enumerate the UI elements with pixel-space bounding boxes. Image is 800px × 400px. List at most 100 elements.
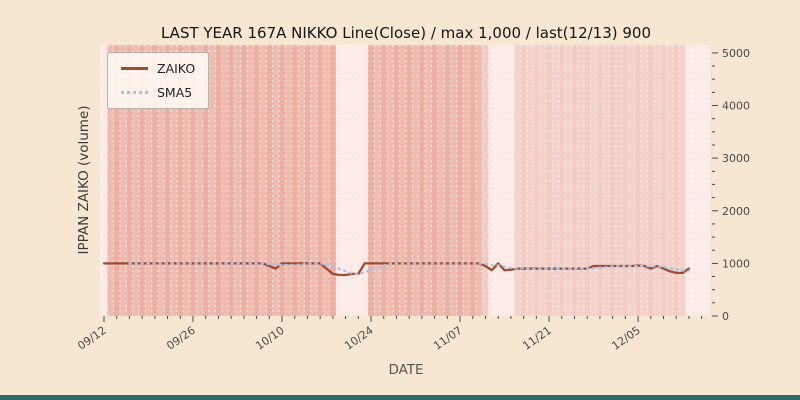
day-stripe	[692, 45, 699, 316]
day-stripe	[240, 45, 248, 316]
day-stripe	[418, 45, 426, 316]
day-stripe	[272, 45, 279, 316]
day-stripe	[285, 45, 292, 316]
day-stripe	[113, 45, 120, 316]
x-tick-label: 11/07	[431, 324, 464, 353]
x-tick-label: 09/12	[75, 324, 108, 353]
day-stripe	[482, 45, 489, 316]
sma5-line	[128, 262, 690, 276]
day-stripe	[431, 45, 438, 316]
day-stripe	[647, 45, 654, 316]
x-tick-label: 11/21	[520, 324, 553, 353]
day-stripe	[310, 45, 317, 316]
day-stripe	[609, 45, 616, 316]
day-stripe	[247, 45, 254, 316]
x-tick-label: 09/26	[164, 324, 197, 353]
day-stripe	[132, 45, 139, 316]
day-stripe	[386, 45, 394, 316]
day-stripe	[126, 45, 133, 316]
day-stripe	[463, 45, 470, 316]
day-stripe	[336, 45, 343, 316]
day-stripe	[361, 45, 368, 316]
y-tick-label: 1000	[722, 257, 750, 270]
day-stripe	[323, 45, 330, 316]
day-stripe	[119, 45, 127, 316]
y-tick-label: 4000	[722, 100, 750, 113]
day-stripe	[545, 45, 553, 316]
y-tick-label: 2000	[722, 205, 750, 218]
day-stripe	[603, 45, 610, 316]
day-stripe	[227, 45, 235, 316]
day-stripe	[374, 45, 381, 316]
day-stripe	[399, 45, 406, 316]
day-stripe	[571, 45, 578, 316]
day-stripe	[164, 45, 171, 316]
day-stripe	[615, 45, 623, 316]
day-stripe	[704, 45, 712, 316]
day-stripe	[628, 45, 635, 316]
day-stripe	[145, 45, 152, 316]
day-stripe	[584, 45, 591, 316]
day-stripe	[138, 45, 146, 316]
day-stripe	[215, 45, 222, 316]
day-stripe	[177, 45, 184, 316]
day-stripe	[259, 45, 267, 316]
day-stripe	[107, 45, 114, 316]
day-stripe	[202, 45, 209, 316]
day-stripe	[444, 45, 451, 316]
day-stripe	[526, 45, 534, 316]
day-stripe	[679, 45, 686, 316]
day-stripe	[189, 45, 197, 316]
day-stripe	[539, 45, 546, 316]
day-stripe	[564, 45, 572, 316]
day-stripe	[196, 45, 203, 316]
bottom-bar	[0, 395, 800, 400]
y-axis-label: IPPAN ZAIKO (volume)	[76, 105, 92, 255]
day-stripe	[558, 45, 565, 316]
day-stripe	[577, 45, 585, 316]
day-stripe	[304, 45, 311, 316]
x-tick-label: 10/24	[342, 324, 375, 353]
day-stripe	[406, 45, 413, 316]
legend: ZAIKO SMA5	[107, 52, 210, 109]
day-stripe	[469, 45, 476, 316]
day-stripe	[393, 45, 400, 316]
day-stripe	[183, 45, 190, 316]
day-stripe	[355, 45, 362, 316]
day-stripe	[698, 45, 705, 316]
legend-entry-sma5: SMA5	[121, 85, 195, 100]
day-stripe	[660, 45, 667, 316]
legend-label-sma5: SMA5	[157, 85, 193, 100]
y-tick-label: 3000	[722, 152, 750, 165]
day-stripe	[297, 45, 305, 316]
y-tick-label: 5000	[722, 47, 750, 60]
day-stripe	[348, 45, 356, 316]
day-stripe	[170, 45, 178, 316]
x-tick-label: 12/05	[609, 324, 642, 353]
day-stripe	[380, 45, 387, 316]
day-stripe	[673, 45, 680, 316]
day-stripe	[507, 45, 515, 316]
day-stripe	[291, 45, 298, 316]
day-stripe	[100, 45, 108, 316]
day-stripe	[342, 45, 349, 316]
day-stripe	[590, 45, 597, 316]
y-tick-label: 0	[722, 310, 729, 323]
day-stripe	[208, 45, 216, 316]
day-stripe	[367, 45, 375, 316]
day-stripe	[666, 45, 674, 316]
day-stripe	[278, 45, 286, 316]
day-stripe	[622, 45, 629, 316]
day-stripe	[425, 45, 432, 316]
day-stripe	[412, 45, 419, 316]
day-stripe	[475, 45, 483, 316]
day-stripe	[552, 45, 559, 316]
legend-entry-zaiko: ZAIKO	[121, 61, 195, 76]
day-stripe	[329, 45, 337, 316]
day-stripe	[221, 45, 228, 316]
x-tick-label: 10/10	[253, 324, 286, 353]
day-stripe	[450, 45, 457, 316]
sma5-line-sample-icon	[121, 91, 148, 94]
day-stripe	[501, 45, 508, 316]
